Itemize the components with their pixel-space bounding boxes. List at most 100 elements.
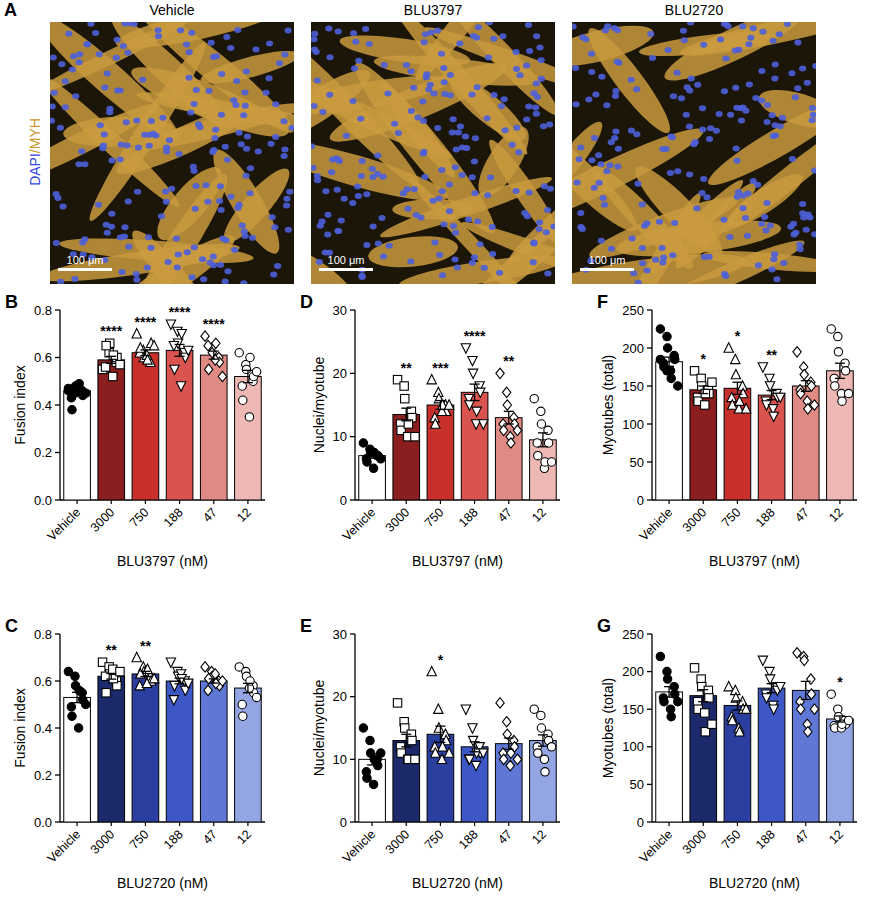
nucleus bbox=[733, 158, 740, 164]
data-point bbox=[800, 369, 808, 379]
nucleus bbox=[579, 226, 586, 232]
nucleus bbox=[246, 190, 253, 196]
nucleus bbox=[271, 224, 278, 230]
panel-letter: D bbox=[300, 292, 313, 312]
x-tick-label: 188 bbox=[456, 827, 481, 852]
nucleus bbox=[536, 226, 543, 232]
error-cap bbox=[175, 356, 185, 357]
nucleus bbox=[759, 29, 766, 35]
x-tick bbox=[703, 500, 704, 504]
error-cap bbox=[140, 671, 150, 672]
x-tick bbox=[703, 822, 704, 826]
data-point bbox=[741, 404, 750, 413]
nucleus bbox=[630, 270, 637, 276]
nucleus bbox=[742, 108, 749, 114]
error-bar bbox=[805, 681, 806, 699]
nucleus bbox=[357, 116, 364, 122]
nucleus bbox=[240, 280, 247, 284]
nucleus bbox=[628, 77, 635, 83]
nucleus bbox=[462, 134, 469, 140]
data-point bbox=[68, 712, 76, 720]
nucleus bbox=[536, 220, 543, 226]
nucleus bbox=[499, 33, 506, 39]
nucleus bbox=[489, 224, 496, 230]
nucleus bbox=[289, 125, 294, 131]
nucleus bbox=[772, 61, 779, 67]
data-point bbox=[660, 697, 668, 705]
significance: * bbox=[735, 328, 741, 344]
nucleus bbox=[806, 214, 813, 220]
y-tick bbox=[647, 746, 652, 747]
scale-bar-label: 100 μm bbox=[67, 254, 104, 266]
data-point bbox=[204, 685, 212, 695]
data-point bbox=[663, 332, 671, 340]
nucleus bbox=[459, 144, 466, 150]
y-tick bbox=[350, 633, 355, 634]
error-cap bbox=[435, 409, 445, 410]
nucleus bbox=[608, 139, 615, 145]
error-bar bbox=[145, 671, 146, 676]
nucleus bbox=[408, 68, 415, 74]
error-cap bbox=[538, 432, 548, 433]
nucleus bbox=[474, 218, 481, 224]
data-point bbox=[499, 425, 507, 435]
nucleus bbox=[735, 189, 742, 195]
nucleus bbox=[311, 31, 318, 37]
nucleus bbox=[284, 27, 291, 33]
y-tick bbox=[647, 709, 652, 710]
nucleus bbox=[572, 101, 579, 107]
nucleus bbox=[144, 265, 151, 271]
data-point bbox=[238, 700, 246, 708]
nucleus bbox=[588, 69, 595, 75]
nucleus bbox=[133, 277, 140, 283]
nucleus bbox=[183, 41, 190, 47]
x-axis-title: BLU2720 (nM) bbox=[412, 875, 503, 891]
bar bbox=[235, 377, 262, 501]
nucleus bbox=[574, 180, 581, 186]
nucleus bbox=[236, 202, 243, 208]
y-axis-title: Fusion index bbox=[12, 688, 28, 767]
error-cap bbox=[243, 683, 253, 684]
nucleus bbox=[684, 84, 691, 90]
nucleus bbox=[335, 28, 342, 34]
nucleus bbox=[794, 39, 801, 45]
nucleus bbox=[456, 40, 463, 46]
data-point bbox=[166, 658, 175, 667]
nucleus bbox=[763, 119, 770, 125]
nucleus bbox=[771, 251, 778, 257]
bar bbox=[690, 390, 717, 500]
nucleus bbox=[59, 204, 66, 210]
data-point bbox=[663, 675, 671, 683]
bar bbox=[461, 392, 488, 500]
y-tick-label: 0.8 bbox=[34, 303, 52, 318]
nucleus bbox=[283, 196, 290, 202]
nucleus bbox=[591, 135, 598, 141]
nucleus bbox=[810, 112, 816, 118]
nucleus bbox=[411, 186, 418, 192]
nucleus bbox=[242, 233, 249, 239]
data-point bbox=[211, 355, 219, 365]
nucleus bbox=[540, 123, 547, 129]
nucleus bbox=[421, 39, 428, 45]
nucleus bbox=[363, 242, 370, 248]
myotube bbox=[103, 22, 238, 137]
nucleus bbox=[509, 142, 516, 148]
y-axis-title: Myotubes (total) bbox=[600, 678, 616, 778]
nucleus bbox=[366, 41, 373, 47]
data-point bbox=[252, 693, 260, 701]
nucleus bbox=[351, 65, 358, 71]
nucleus bbox=[794, 85, 801, 91]
y-tick bbox=[647, 461, 652, 462]
myotube bbox=[203, 143, 289, 261]
nucleus bbox=[202, 182, 209, 188]
nucleus bbox=[417, 214, 424, 220]
nucleus bbox=[209, 149, 216, 155]
significance: **** bbox=[100, 323, 122, 339]
data-point bbox=[471, 761, 480, 770]
data-point bbox=[544, 439, 552, 447]
nucleus bbox=[747, 35, 754, 41]
nucleus bbox=[104, 230, 111, 236]
data-point bbox=[246, 353, 254, 361]
nucleus bbox=[458, 172, 465, 178]
nucleus bbox=[190, 101, 197, 107]
